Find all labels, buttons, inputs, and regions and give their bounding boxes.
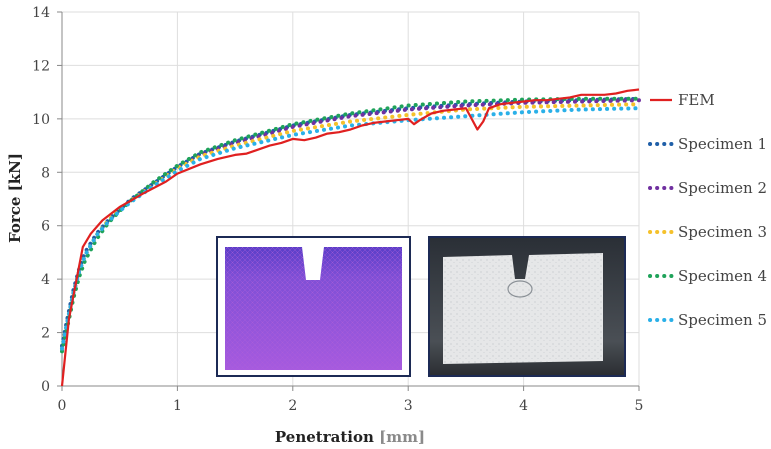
series-line-specimen-1 xyxy=(60,96,641,348)
x-tick-label: 5 xyxy=(635,398,644,414)
series-line-specimen-3 xyxy=(60,102,641,351)
legend: FEM Specimen 1 Specimen 2 Specimen 3 Specime… xyxy=(648,91,767,329)
indentation-mark xyxy=(507,280,533,298)
y-tick-label: 10 xyxy=(32,112,50,128)
x-axis-unit: [mm] xyxy=(379,428,425,446)
y-tick-label: 8 xyxy=(41,165,50,181)
x-tick-label: 1 xyxy=(173,398,182,414)
fem-mesh-image xyxy=(216,236,411,377)
series-line-fem xyxy=(60,88,640,387)
legend-label-specimen-5: Specimen 5 xyxy=(678,311,767,329)
y-tick-label: 2 xyxy=(41,326,50,342)
x-tick-label: 3 xyxy=(404,398,413,414)
legend-label-fem: FEM xyxy=(678,91,715,109)
x-axis-title-text: Penetration xyxy=(275,428,374,446)
x-tick-label: 2 xyxy=(288,398,297,414)
x-axis-title: Penetration [mm] xyxy=(275,428,425,446)
y-tick-label: 6 xyxy=(41,219,50,235)
x-tick-label: 4 xyxy=(519,398,528,414)
axes xyxy=(57,11,640,391)
legend-label-specimen-2: Specimen 2 xyxy=(678,179,767,197)
legend-label-specimen-4: Specimen 4 xyxy=(678,267,767,285)
specimen-photo xyxy=(428,236,626,377)
y-tick-label: 4 xyxy=(41,272,50,288)
series-line-specimen-5 xyxy=(60,106,641,351)
y-tick-label: 12 xyxy=(32,58,50,74)
x-tick-label: 0 xyxy=(58,398,67,414)
legend-label-specimen-3: Specimen 3 xyxy=(678,223,767,241)
y-tick-label: 14 xyxy=(32,5,50,21)
y-axis-title: Force [kN] xyxy=(6,153,24,243)
y-tick-label: 0 xyxy=(41,379,50,395)
series-line-specimen-2 xyxy=(60,98,641,351)
series-layer xyxy=(60,88,641,387)
legend-label-specimen-1: Specimen 1 xyxy=(678,135,767,153)
